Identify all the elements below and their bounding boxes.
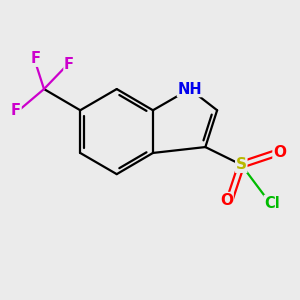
Text: NH: NH <box>177 82 202 97</box>
Text: Cl: Cl <box>264 196 280 211</box>
Text: F: F <box>64 57 74 72</box>
Text: F: F <box>30 51 40 66</box>
Text: F: F <box>11 103 21 118</box>
Text: O: O <box>220 193 233 208</box>
Text: O: O <box>273 146 286 160</box>
Text: S: S <box>236 157 247 172</box>
